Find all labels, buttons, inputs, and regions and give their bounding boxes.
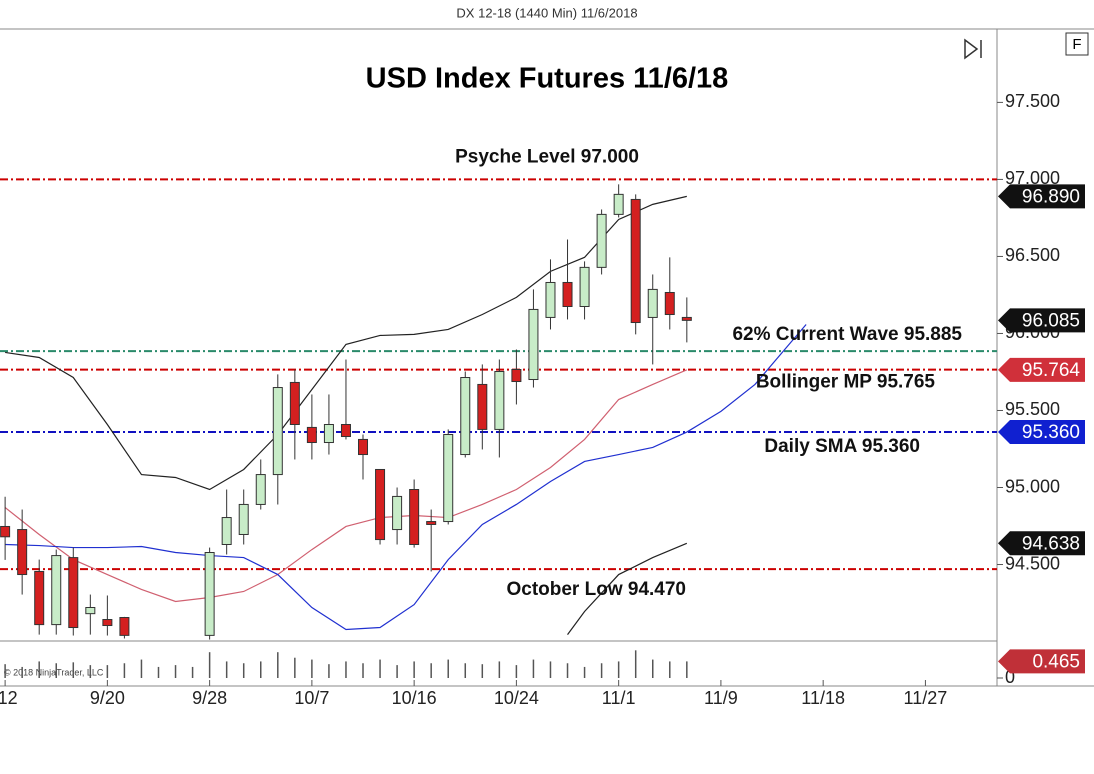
- x-tick-label: 10/16: [392, 688, 437, 708]
- candle-body: [613, 193, 624, 215]
- level-label: Daily SMA 95.360: [764, 436, 920, 457]
- volume-plot: [4, 650, 688, 678]
- level-label: Psyche Level 97.000: [455, 146, 639, 167]
- price-tag-label: 0.465: [1032, 651, 1080, 672]
- price-tag-label: 95.360: [1022, 422, 1080, 443]
- candle-body: [528, 308, 539, 381]
- candle-body: [681, 316, 692, 321]
- candle-body: [511, 369, 522, 383]
- level-label: October Low 94.470: [506, 579, 686, 600]
- candle-body: [358, 438, 369, 456]
- candle-body: [0, 525, 11, 538]
- x-tick-label: 10/24: [494, 688, 539, 708]
- y-tick-label: 95.000: [1005, 476, 1060, 496]
- x-tick-label: /12: [0, 688, 18, 708]
- candle-body: [17, 529, 28, 576]
- y-tick-label: 95.500: [1005, 399, 1060, 419]
- candle-body: [562, 281, 573, 308]
- candle-body: [238, 503, 249, 535]
- candle-body: [68, 557, 79, 629]
- candle-body: [477, 383, 488, 430]
- candle-body: [306, 426, 317, 444]
- y-tick-label: 97.000: [1005, 168, 1060, 188]
- x-tick-label: 11/9: [704, 688, 738, 708]
- level-label: 62% Current Wave 95.885: [732, 324, 962, 345]
- x-tick-label: 9/28: [192, 688, 227, 708]
- indicator-line: [4, 369, 688, 603]
- candle-body: [85, 606, 96, 615]
- y-tick-label: 97.500: [1005, 91, 1060, 111]
- candle-body: [119, 617, 130, 636]
- indicator-line: [5, 324, 807, 631]
- x-tick-label: 11/27: [904, 688, 948, 708]
- price-tag-label: 94.638: [1022, 533, 1080, 554]
- candle-body: [494, 371, 505, 430]
- candle-body: [34, 570, 45, 626]
- indicator-line: [567, 542, 688, 635]
- f-button[interactable]: F: [1065, 32, 1089, 56]
- candle-body: [392, 495, 403, 531]
- x-tick-label: 9/20: [90, 688, 125, 708]
- level-label: Bollinger MP 95.765: [756, 372, 936, 393]
- candle-body: [323, 423, 334, 444]
- candle-body: [255, 474, 266, 505]
- price-plot: [0, 178, 997, 640]
- f-button-label[interactable]: F: [1072, 36, 1081, 53]
- scroll-end-button[interactable]: [964, 38, 982, 60]
- chart-title: USD Index Futures 11/6/18: [366, 63, 729, 95]
- y-tick-label: 0: [1005, 667, 1015, 687]
- price-tag-label: 96.890: [1022, 186, 1080, 207]
- candle-body: [289, 381, 300, 425]
- price-tag: [998, 184, 1085, 209]
- price-tag-label: 95.764: [1022, 360, 1081, 381]
- copyright: © 2018 NinjaTrader, LLC: [4, 667, 104, 677]
- candle-body: [340, 423, 351, 438]
- candle-body: [375, 468, 386, 541]
- candle-body: [221, 517, 232, 545]
- candle-body: [272, 387, 283, 476]
- price-tag: [998, 649, 1085, 674]
- candle-body: [102, 619, 113, 627]
- y-tick-label: 94.500: [1005, 553, 1060, 573]
- window-title: DX 12-18 (1440 Min) 11/6/2018: [456, 5, 637, 20]
- price-tag: [998, 357, 1085, 382]
- price-tag: [998, 308, 1085, 333]
- indicator-line: [5, 195, 687, 491]
- candle-body: [460, 377, 471, 456]
- candle-body: [664, 291, 675, 316]
- candle-body: [647, 288, 658, 318]
- candle-body: [426, 521, 437, 525]
- candle-body: [630, 198, 641, 324]
- candle-body: [579, 266, 590, 308]
- x-tick-label: 11/18: [801, 688, 845, 708]
- price-tag: [998, 420, 1085, 445]
- candle-body: [545, 281, 556, 318]
- x-tick-label: 11/1: [602, 688, 636, 708]
- candle-body: [204, 552, 215, 636]
- x-tick-label: 10/7: [294, 688, 329, 708]
- candle-body: [443, 434, 454, 523]
- candle-body: [409, 489, 420, 545]
- price-tag-label: 96.085: [1022, 310, 1080, 331]
- y-tick-label: 96.500: [1005, 245, 1060, 265]
- candle-body: [51, 555, 62, 626]
- price-tag: [998, 531, 1085, 556]
- candle-body: [596, 213, 607, 268]
